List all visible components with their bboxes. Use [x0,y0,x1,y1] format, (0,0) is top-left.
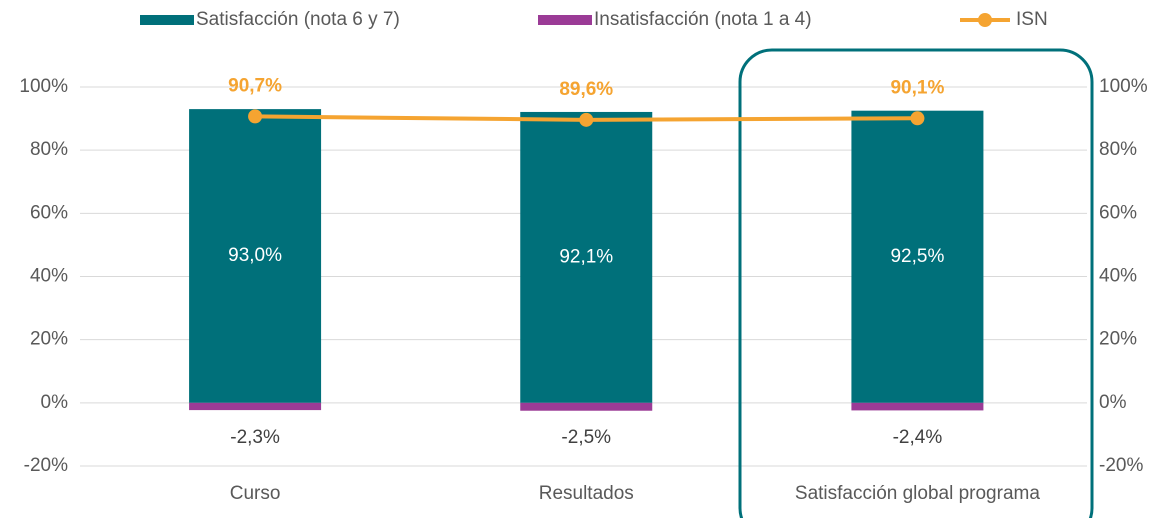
legend-swatch [978,13,992,27]
y-tick-label: 0% [41,392,69,413]
legend-label: ISN [1016,9,1048,30]
y2-tick-label: 60% [1099,202,1137,223]
legend-swatch [538,15,592,25]
x-tick-label: Resultados [539,483,634,504]
y2-tick-label: 0% [1099,392,1127,413]
y-tick-label: 100% [19,76,68,97]
line-value-label: 90,7% [228,75,282,96]
bar [520,402,653,411]
line-value-label: 90,1% [890,77,944,98]
x-tick-label: Curso [230,483,281,504]
bar-value-label: 92,5% [890,246,944,267]
line-marker [910,111,925,126]
legend-label: Insatisfacción (nota 1 a 4) [594,9,812,30]
bar-value-label: 93,0% [228,245,282,266]
bar [851,110,984,403]
line-value-label: 89,6% [559,79,613,100]
y2-tick-label: 40% [1099,266,1137,287]
x-tick-label: Satisfacción global programa [795,483,1040,504]
y-tick-label: 60% [30,202,68,223]
legend-label: Satisfacción (nota 6 y 7) [196,9,400,30]
y-tick-label: -20% [24,455,68,476]
bar [520,111,653,403]
bar-value-label: -2,4% [893,427,943,448]
y-tick-label: 40% [30,266,68,287]
bar [851,402,984,411]
line-marker [579,112,594,127]
bar-value-label: -2,5% [561,427,611,448]
y2-tick-label: 80% [1099,139,1137,160]
legend-swatch [140,15,194,25]
y-tick-label: 80% [30,139,68,160]
y2-tick-label: 20% [1099,329,1137,350]
bar [189,402,322,411]
y-tick-label: 20% [30,329,68,350]
bar [189,109,322,403]
y2-tick-label: -20% [1099,455,1143,476]
y2-tick-label: 100% [1099,76,1148,97]
highlight-frame [738,48,1094,518]
bar-value-label: -2,3% [230,427,280,448]
bar-value-label: 92,1% [559,246,613,267]
line-marker [248,109,263,124]
